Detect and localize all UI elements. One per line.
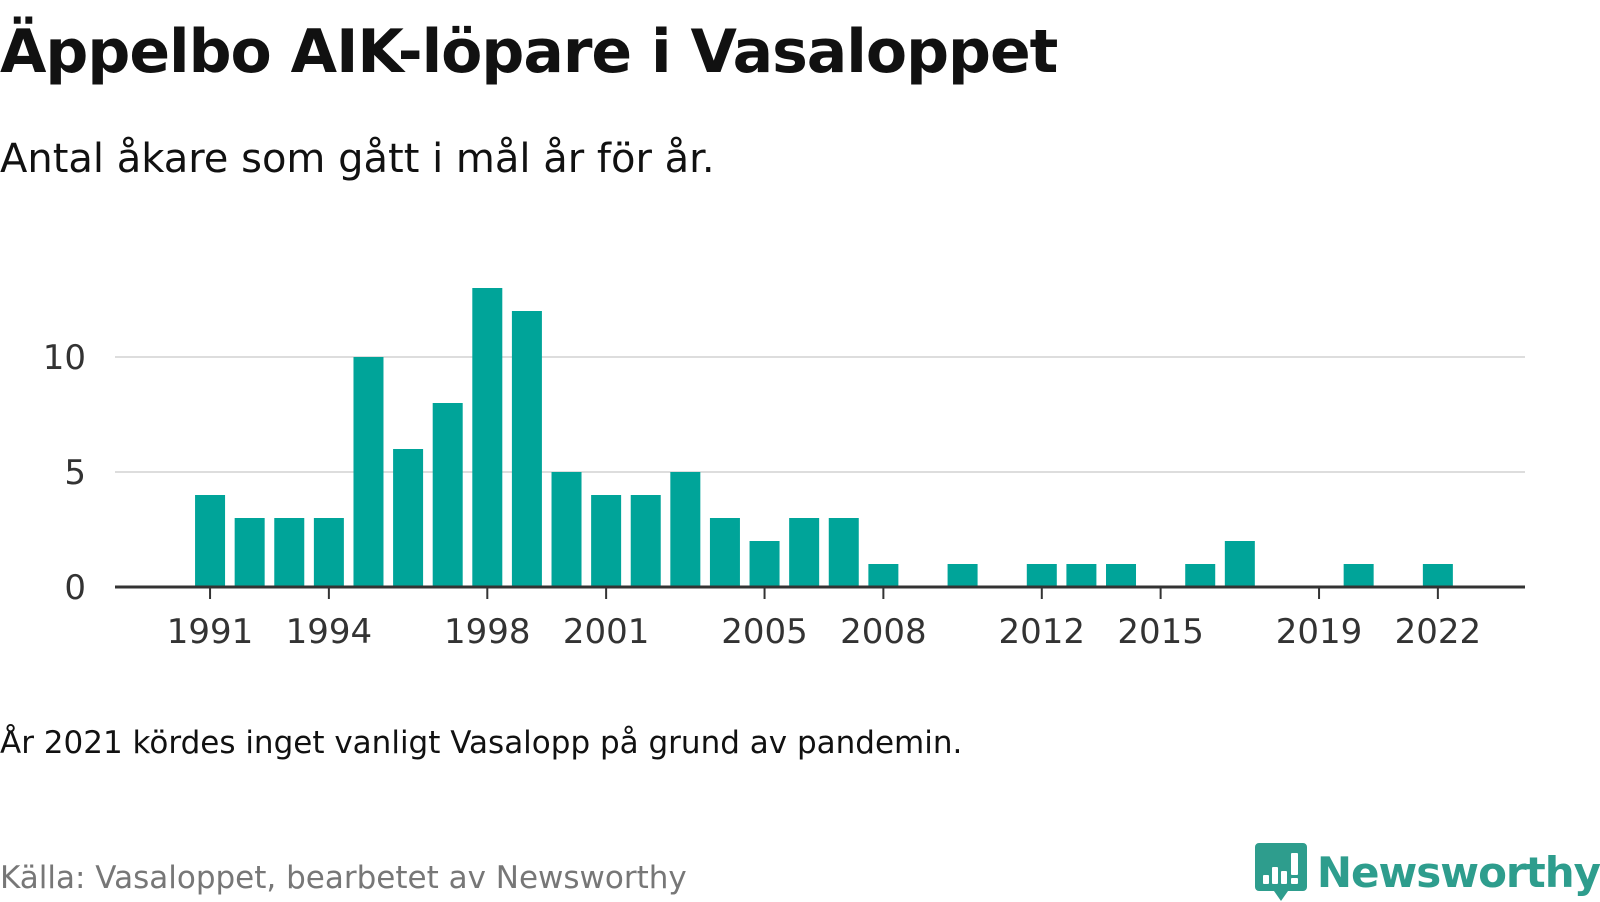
x-tick-label-2005: 2005 bbox=[721, 612, 808, 652]
brand-name: Newsworthy bbox=[1316, 847, 1600, 897]
bar-2004 bbox=[709, 518, 740, 587]
bar-2010 bbox=[947, 564, 978, 587]
x-tick-label-2012: 2012 bbox=[999, 612, 1086, 652]
bar-2020 bbox=[1343, 564, 1374, 587]
y-tick-label-5: 5 bbox=[64, 453, 86, 493]
bar-2005 bbox=[749, 541, 780, 587]
brand-logo: Newsworthy bbox=[1254, 842, 1600, 902]
x-tick-label-2001: 2001 bbox=[563, 612, 650, 652]
x-tick-label-2008: 2008 bbox=[840, 612, 927, 652]
chart-subtitle: Antal åkare som gått i mål år för år. bbox=[0, 136, 715, 182]
chart-title: Äppelbo AIK-löpare i Vasaloppet bbox=[0, 17, 1058, 87]
x-tick-label-1998: 1998 bbox=[444, 612, 531, 652]
bar-2006 bbox=[789, 518, 820, 587]
bar-2017 bbox=[1224, 541, 1255, 587]
bar-1992 bbox=[234, 518, 265, 587]
x-tick-label-1994: 1994 bbox=[286, 612, 373, 652]
bar-chart: 0 5 10 1991 1994 1998 2001 2005 2008 2012 2015 2019… bbox=[43, 288, 1525, 652]
x-tick-label-1991: 1991 bbox=[167, 612, 254, 652]
bar-2012 bbox=[1026, 564, 1057, 587]
bar-2003 bbox=[670, 472, 701, 587]
bar-2013 bbox=[1066, 564, 1097, 587]
bar-2001 bbox=[591, 495, 622, 587]
bar-1994 bbox=[313, 518, 344, 587]
bar-1991 bbox=[195, 495, 226, 587]
x-tick-label-2015: 2015 bbox=[1117, 612, 1204, 652]
x-tick-label-2019: 2019 bbox=[1276, 612, 1363, 652]
bar-1998 bbox=[472, 288, 503, 587]
bar-1999 bbox=[511, 311, 542, 587]
bar-2022 bbox=[1422, 564, 1453, 587]
y-tick-label-10: 10 bbox=[43, 338, 86, 378]
x-tick-label-2022: 2022 bbox=[1395, 612, 1482, 652]
newsworthy-logo-icon bbox=[1254, 843, 1307, 901]
y-tick-label-0: 0 bbox=[64, 568, 86, 608]
bar-2014 bbox=[1106, 564, 1137, 587]
chart-note: År 2021 kördes inget vanligt Vasalopp på… bbox=[0, 725, 963, 761]
bar-1997 bbox=[432, 403, 463, 587]
bar-2002 bbox=[630, 495, 661, 587]
bar-1993 bbox=[274, 518, 305, 587]
bar-1995 bbox=[353, 357, 384, 587]
bar-2000 bbox=[551, 472, 582, 587]
source-text: Källa: Vasaloppet, bearbetet av Newswort… bbox=[0, 860, 687, 896]
bar-2008 bbox=[868, 564, 899, 587]
bar-2016 bbox=[1185, 564, 1216, 587]
bar-1996 bbox=[393, 449, 424, 587]
bar-2007 bbox=[828, 518, 859, 587]
